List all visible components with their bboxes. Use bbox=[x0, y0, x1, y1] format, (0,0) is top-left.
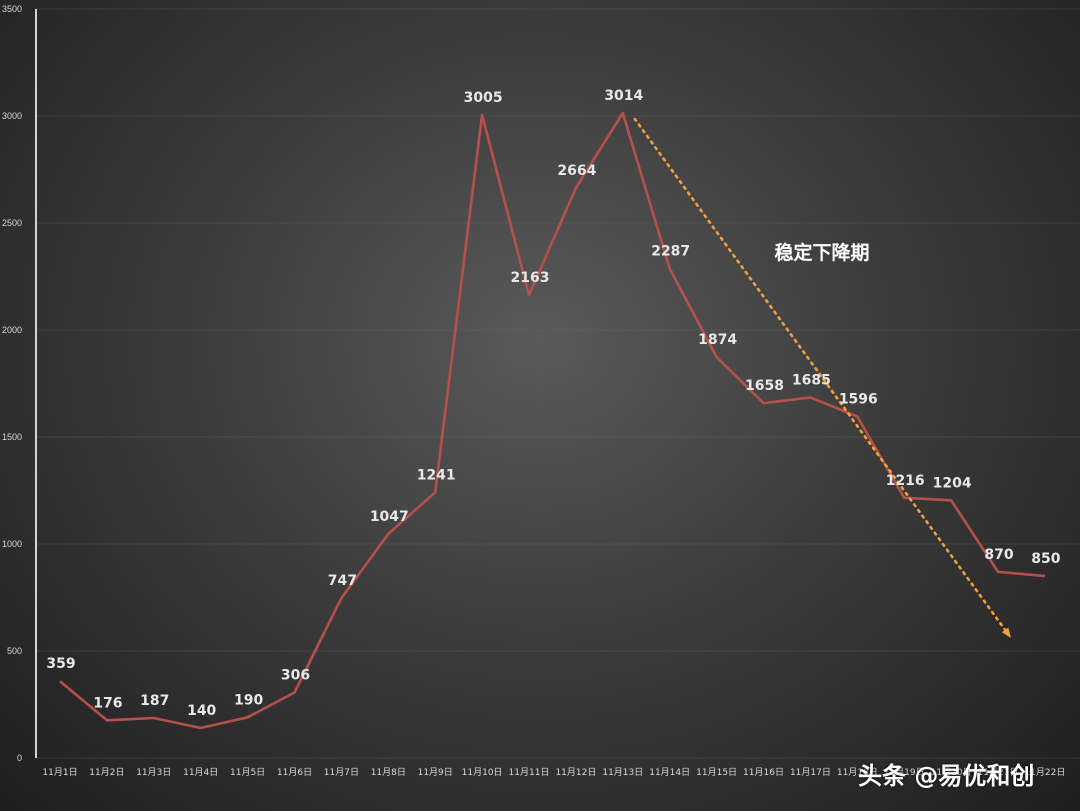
y-tick-label: 500 bbox=[7, 646, 22, 656]
data-label: 187 bbox=[140, 693, 169, 709]
annotations: 稳定下降期 bbox=[633, 117, 1011, 638]
x-tick-label: 11月9日 bbox=[418, 767, 453, 778]
data-label: 359 bbox=[46, 656, 75, 672]
data-label: 1047 bbox=[370, 509, 409, 525]
x-tick-label: 11月2日 bbox=[89, 767, 124, 778]
data-label: 2664 bbox=[557, 163, 596, 179]
y-tick-label: 1000 bbox=[2, 539, 22, 549]
data-label: 1241 bbox=[417, 467, 456, 483]
y-tick-label: 2000 bbox=[2, 325, 22, 335]
data-label: 1658 bbox=[745, 378, 784, 394]
tick-labels: 0 500 1000 1500 2000 2500 3000 3500 11月1日 11月2日 11… bbox=[2, 4, 1065, 778]
data-label: 306 bbox=[281, 668, 310, 684]
x-tick-label: 11月22日 bbox=[1024, 767, 1065, 778]
data-label: 1216 bbox=[886, 473, 925, 489]
x-tick-label: 11月10日 bbox=[462, 767, 503, 778]
x-tick-label: 11月19日 bbox=[884, 767, 925, 778]
data-label: 3014 bbox=[604, 88, 643, 104]
x-tick-label: 11月17日 bbox=[790, 767, 831, 778]
y-tick-label: 1500 bbox=[2, 432, 22, 442]
x-tick-label: 11月13日 bbox=[602, 767, 643, 778]
x-tick-label: 11月1日 bbox=[42, 767, 77, 778]
data-label: 747 bbox=[328, 573, 357, 589]
x-tick-label: 11月15日 bbox=[696, 767, 737, 778]
watermark-text: 头条 @易优和创 bbox=[858, 762, 1035, 790]
y-tick-label: 0 bbox=[17, 753, 22, 763]
data-labels: 359 176 187 140 190 306 747 1047 1241 3005 2163 266… bbox=[46, 88, 1060, 719]
annotation-label: 稳定下降期 bbox=[774, 241, 869, 264]
x-tick-label: 11月5日 bbox=[230, 767, 265, 778]
x-tick-label: 11月11日 bbox=[509, 767, 550, 778]
x-tick-label: 11月14日 bbox=[649, 767, 690, 778]
x-tick-label: 11月7日 bbox=[324, 767, 359, 778]
gridlines bbox=[36, 8, 1080, 759]
x-tick-label: 11月3日 bbox=[136, 767, 171, 778]
trend-arrow bbox=[633, 117, 1011, 638]
data-label: 176 bbox=[93, 695, 122, 711]
data-label: 1596 bbox=[839, 391, 878, 407]
y-tick-label: 3500 bbox=[2, 4, 22, 14]
data-label: 3005 bbox=[464, 90, 503, 106]
y-tick-label: 3000 bbox=[2, 111, 22, 121]
x-tick-label: 11月18日 bbox=[837, 767, 878, 778]
x-tick-label: 11月12日 bbox=[555, 767, 596, 778]
x-tick-label: 11月8日 bbox=[371, 767, 406, 778]
x-tick-label: 11月6日 bbox=[277, 767, 312, 778]
y-tick-label: 2500 bbox=[2, 218, 22, 228]
data-label: 1204 bbox=[933, 475, 972, 491]
x-tick-label: 11月4日 bbox=[183, 767, 218, 778]
x-tick-label: 11月16日 bbox=[743, 767, 784, 778]
x-tick-label: 11月21日 bbox=[978, 767, 1019, 778]
series-line-path bbox=[59, 111, 1046, 730]
data-label: 140 bbox=[187, 703, 216, 719]
data-label: 870 bbox=[984, 547, 1013, 563]
data-label: 2287 bbox=[651, 244, 690, 260]
data-label: 1685 bbox=[792, 372, 831, 388]
data-label: 850 bbox=[1031, 551, 1060, 567]
data-label: 2163 bbox=[511, 270, 550, 286]
x-tick-label: 11月20日 bbox=[931, 767, 972, 778]
data-label: 190 bbox=[234, 692, 263, 708]
data-label: 1874 bbox=[698, 332, 737, 348]
series-line bbox=[59, 111, 1046, 730]
